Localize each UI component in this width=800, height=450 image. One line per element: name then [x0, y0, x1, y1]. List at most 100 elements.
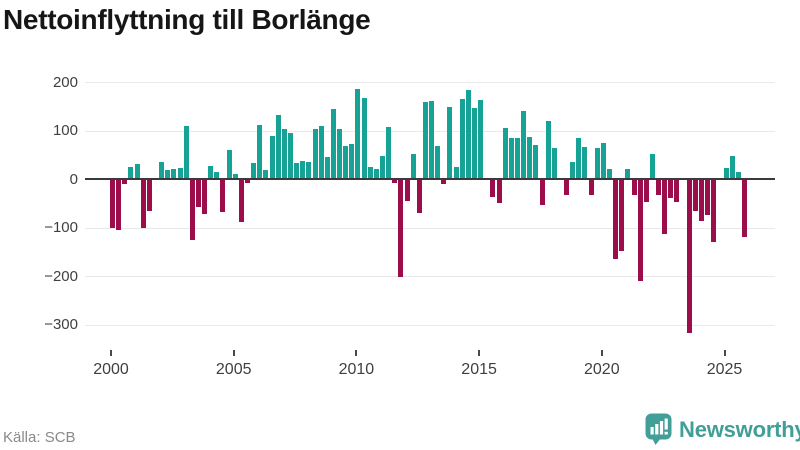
- bar-positive: [514, 137, 520, 179]
- x-axis-tick: [232, 350, 235, 356]
- newsworthy-logo: Newsworthy: [645, 413, 800, 446]
- bar-positive: [300, 161, 306, 179]
- bar-positive: [177, 167, 183, 179]
- bar-positive: [269, 135, 275, 179]
- x-axis-label: 2020: [584, 361, 620, 378]
- zero-baseline: [85, 178, 775, 180]
- bar-positive: [306, 161, 312, 179]
- bar-positive: [159, 161, 165, 179]
- source-note: Källa: SCB: [3, 429, 76, 446]
- x-axis-tick: [600, 350, 603, 356]
- bar-negative: [692, 179, 698, 211]
- bar-positive: [373, 168, 379, 179]
- bar-negative: [245, 179, 250, 184]
- bar-positive: [337, 128, 342, 179]
- bar-positive: [533, 144, 539, 179]
- bar-positive: [226, 149, 232, 179]
- bar-positive: [251, 162, 257, 179]
- bar-negative: [711, 179, 717, 242]
- bar-positive: [275, 115, 281, 179]
- x-axis-label: 2015: [461, 361, 497, 378]
- bar-positive: [214, 172, 220, 179]
- bar-positive: [435, 146, 441, 179]
- bar-positive: [465, 90, 471, 179]
- y-gridline: [85, 276, 775, 277]
- bar-positive: [355, 89, 361, 179]
- bar-positive: [294, 162, 299, 179]
- bar-positive: [281, 128, 287, 179]
- bar-negative: [619, 179, 625, 251]
- bar-negative: [220, 179, 226, 212]
- bar-positive: [367, 167, 373, 179]
- bar-positive: [478, 99, 484, 179]
- bar-negative: [398, 179, 404, 277]
- newsworthy-bubble-bar-chart-icon: [645, 413, 672, 445]
- bar-positive: [257, 125, 263, 179]
- x-axis-tick: [723, 350, 726, 356]
- bar-positive: [183, 125, 189, 180]
- bar-positive: [312, 128, 318, 179]
- bar-negative: [662, 179, 668, 235]
- bar-positive: [527, 137, 533, 179]
- y-axis-label: −200: [44, 267, 78, 285]
- bar-positive: [472, 108, 477, 179]
- bar-positive: [287, 133, 293, 179]
- x-axis-tick: [478, 350, 481, 356]
- bar-positive: [502, 128, 508, 179]
- bar-positive: [551, 148, 557, 179]
- bar-negative: [441, 179, 447, 184]
- chart-title: Nettoinflyttning till Borlänge: [3, 4, 371, 35]
- bar-positive: [429, 100, 434, 179]
- bar-negative: [392, 179, 398, 183]
- bar-positive: [735, 171, 741, 179]
- bar-positive: [453, 166, 459, 179]
- bar-positive: [386, 126, 392, 179]
- y-axis-label: 200: [52, 73, 78, 91]
- bar-negative: [699, 179, 704, 222]
- bar-negative: [741, 179, 747, 238]
- bar-positive: [723, 168, 729, 179]
- bar-positive: [625, 169, 631, 179]
- bar-positive: [459, 98, 465, 179]
- bar-positive: [343, 145, 349, 179]
- bar-negative: [564, 179, 569, 195]
- x-axis-tick: [355, 350, 358, 356]
- bar-negative: [588, 179, 594, 195]
- bar-positive: [606, 169, 612, 179]
- bar-negative: [668, 179, 674, 199]
- y-axis-label: 0: [69, 170, 78, 188]
- bar-positive: [324, 156, 330, 179]
- bar-negative: [637, 179, 643, 281]
- bar-negative: [189, 179, 195, 241]
- bar-negative: [195, 179, 201, 207]
- bar-positive: [447, 106, 453, 179]
- x-axis-label: 2005: [215, 361, 252, 378]
- bar-positive: [361, 97, 367, 179]
- bar-negative: [122, 179, 128, 184]
- bar-positive: [576, 137, 582, 179]
- bar-chart-plot-area: 200 100 0 −100 −200 −300 2000 2005 2010 2015 2020 2…: [44, 73, 775, 378]
- bar-positive: [594, 148, 600, 179]
- y-axis-label: −100: [44, 219, 78, 236]
- bar-positive: [422, 101, 428, 179]
- bar-negative: [238, 179, 244, 222]
- y-gridline: [85, 324, 775, 326]
- bar-negative: [416, 179, 422, 213]
- x-axis-tick: [110, 350, 112, 356]
- x-axis-label: 2010: [338, 361, 375, 378]
- bar-negative: [116, 179, 122, 230]
- bar-negative: [705, 179, 711, 216]
- bar-negative: [686, 179, 692, 334]
- bar-negative: [404, 179, 410, 201]
- bar-positive: [232, 174, 238, 179]
- bar-positive: [582, 146, 588, 179]
- bar-positive: [330, 109, 336, 179]
- bar-positive: [545, 120, 551, 179]
- bar-negative: [656, 179, 661, 195]
- bar-negative: [202, 179, 207, 214]
- x-axis-label: 2025: [706, 361, 743, 378]
- bar-negative: [613, 179, 619, 259]
- bar-negative: [631, 179, 637, 195]
- y-gridline: [85, 227, 775, 229]
